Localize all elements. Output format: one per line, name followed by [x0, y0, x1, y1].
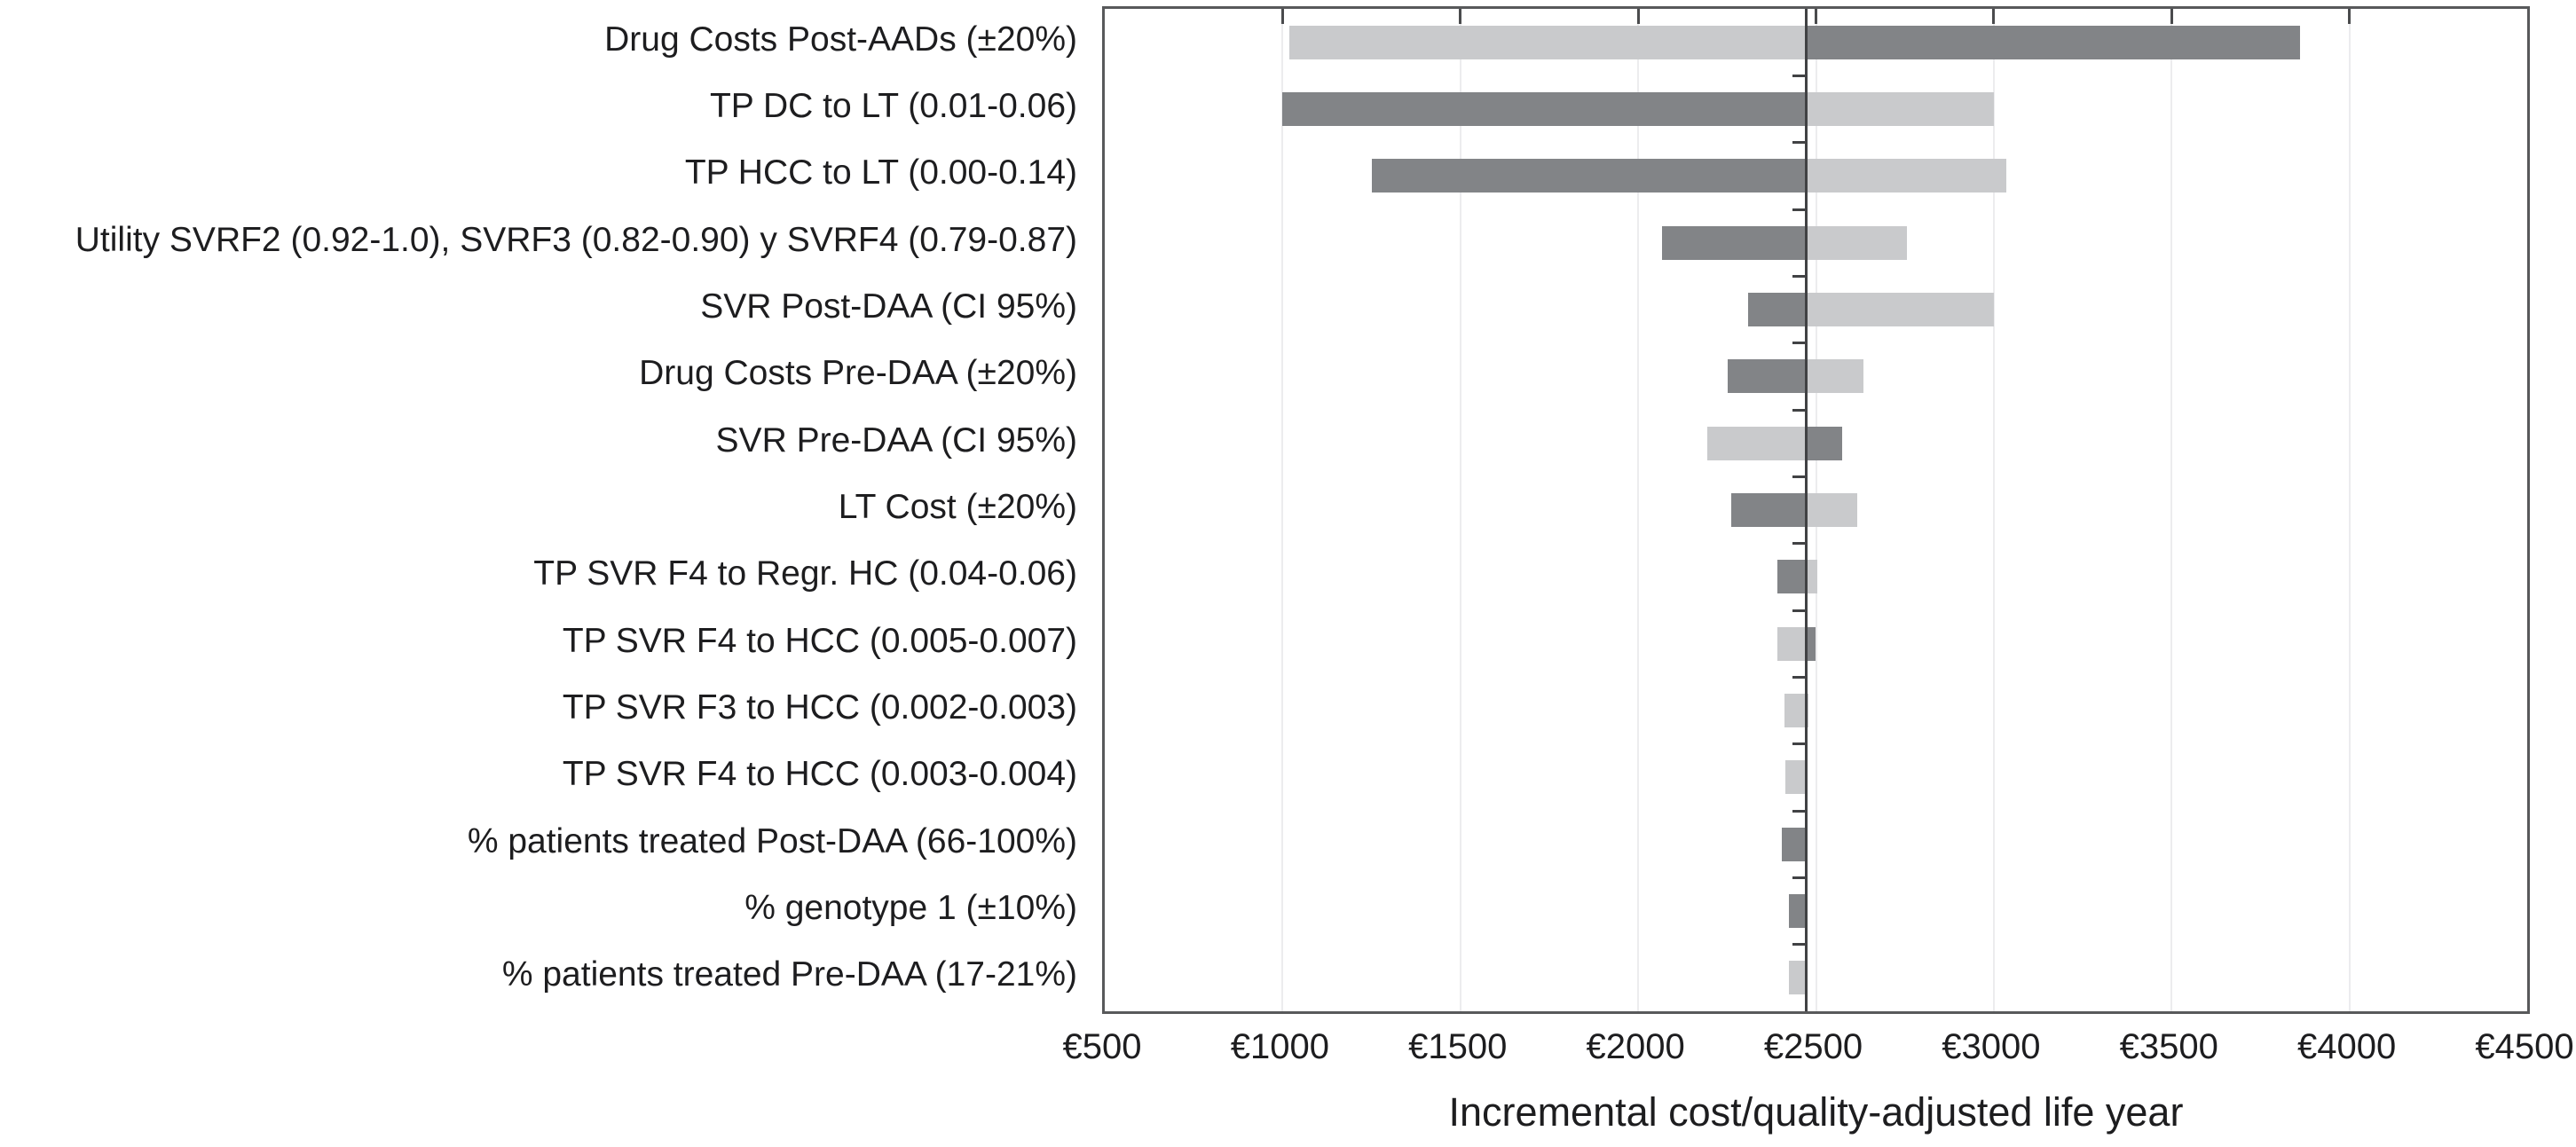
x-axis-title: Incremental cost/quality-adjusted life y… [1448, 1089, 2184, 1135]
bar-low-row-10 [1777, 626, 1807, 661]
axis-tick-3500 [2170, 9, 2173, 24]
category-tick-9 [1792, 609, 1806, 612]
x-tick-label-3500: €3500 [2119, 1027, 2218, 1066]
axis-tick-2500 [1815, 9, 1817, 24]
gridline-4000 [2348, 9, 2351, 1011]
baseline-axis [1805, 9, 1808, 1011]
category-tick-5 [1792, 342, 1806, 345]
bar-low-row-4 [1662, 225, 1807, 260]
bar-low-row-15 [1789, 961, 1807, 995]
bar-low-row-3 [1371, 159, 1807, 193]
bar-low-row-5 [1748, 293, 1807, 326]
category-label-8: LT Cost (±20%) [838, 487, 1077, 526]
category-tick-2 [1792, 141, 1806, 145]
category-label-10: TP SVR F4 to HCC (0.005-0.007) [562, 621, 1077, 660]
bar-high-row-3 [1806, 159, 2006, 193]
plot-area [1102, 6, 2530, 1014]
x-tick-label-4000: €4000 [2297, 1027, 2397, 1066]
category-tick-14 [1792, 943, 1806, 947]
bar-low-row-6 [1728, 359, 1807, 394]
category-tick-1 [1792, 74, 1806, 77]
bar-high-row-9 [1806, 560, 1817, 594]
category-label-6: Drug Costs Pre-DAA (±20%) [639, 354, 1077, 393]
category-label-2: TP DC to LT (0.01-0.06) [709, 86, 1077, 125]
category-label-12: TP SVR F4 to HCC (0.003-0.004) [562, 755, 1077, 794]
gridline-1000 [1281, 9, 1284, 1011]
category-label-13: % patients treated Post-DAA (66-100%) [467, 821, 1077, 860]
category-tick-13 [1792, 876, 1806, 879]
x-tick-label-1500: €1500 [1408, 1027, 1508, 1066]
category-label-9: TP SVR F4 to Regr. HC (0.04-0.06) [533, 554, 1077, 593]
bar-low-row-13 [1782, 827, 1807, 861]
x-tick-label-2500: €2500 [1763, 1027, 1863, 1066]
axis-tick-1500 [1459, 9, 1462, 24]
bar-low-row-9 [1776, 560, 1807, 594]
bar-low-row-12 [1785, 760, 1807, 795]
axis-tick-4000 [2348, 9, 2351, 24]
bar-low-row-7 [1707, 426, 1807, 460]
category-tick-7 [1792, 475, 1806, 478]
bar-high-row-6 [1806, 359, 1863, 394]
category-label-7: SVR Pre-DAA (CI 95%) [715, 420, 1077, 460]
category-tick-8 [1792, 542, 1806, 546]
category-label-14: % genotype 1 (±10%) [744, 888, 1077, 927]
gridline-3000 [1992, 9, 1995, 1011]
category-label-15: % patients treated Pre-DAA (17-21%) [501, 955, 1077, 994]
gridline-1500 [1459, 9, 1461, 1011]
category-tick-3 [1792, 208, 1806, 211]
category-label-5: SVR Post-DAA (CI 95%) [700, 287, 1077, 326]
bar-high-row-8 [1806, 493, 1858, 527]
gridline-3500 [2170, 9, 2173, 1011]
category-label-11: TP SVR F3 to HCC (0.002-0.003) [562, 687, 1077, 727]
x-tick-label-3000: €3000 [1942, 1027, 2041, 1066]
bar-low-row-1 [1289, 25, 1807, 59]
bar-low-row-2 [1282, 92, 1807, 126]
x-tick-label-500: €500 [1062, 1027, 1142, 1066]
category-label-3: TP HCC to LT (0.00-0.14) [684, 153, 1077, 192]
x-tick-label-2000: €2000 [1586, 1027, 1685, 1066]
category-tick-10 [1792, 675, 1806, 679]
bar-high-row-7 [1806, 426, 1842, 460]
category-label-1: Drug Costs Post-AADs (±20%) [604, 20, 1077, 59]
gridline-2000 [1637, 9, 1640, 1011]
bar-low-row-11 [1784, 694, 1807, 727]
category-tick-4 [1792, 274, 1806, 278]
bar-low-row-14 [1789, 894, 1807, 928]
category-tick-11 [1792, 742, 1806, 746]
axis-tick-3000 [1992, 9, 1996, 24]
category-label-4: Utility SVRF2 (0.92-1.0), SVRF3 (0.82-0.… [75, 220, 1077, 259]
bar-low-row-8 [1731, 493, 1807, 527]
bar-high-row-1 [1806, 25, 2300, 59]
x-tick-label-1000: €1000 [1230, 1027, 1329, 1066]
bar-high-row-2 [1806, 92, 1994, 126]
bar-high-row-4 [1806, 225, 1908, 260]
category-tick-12 [1792, 809, 1806, 813]
bar-high-row-5 [1806, 293, 1994, 326]
axis-tick-1000 [1280, 9, 1284, 24]
x-tick-label-4500: €4500 [2475, 1027, 2574, 1066]
axis-tick-2000 [1636, 9, 1640, 24]
category-tick-6 [1792, 408, 1806, 412]
bar-high-row-10 [1806, 626, 1816, 661]
